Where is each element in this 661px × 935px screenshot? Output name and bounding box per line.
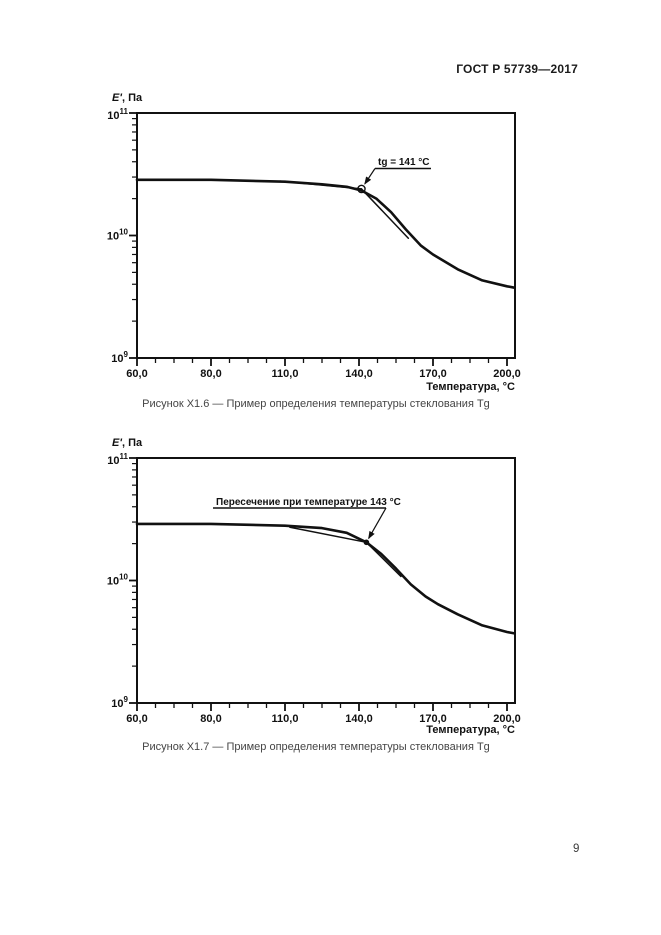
x-tick-label: 60,0 bbox=[126, 368, 147, 380]
x-axis-ticks: 60,0 80,0 110,0 140,0 170,0 200,0 bbox=[126, 358, 521, 380]
y-tick-label: 1010 bbox=[107, 573, 129, 588]
x-axis-ticks: 60,0 80,0 110,0 140,0 170,0 200,0 bbox=[126, 703, 521, 725]
x-axis-title: Температура, °С bbox=[426, 381, 515, 393]
tg-annotation-text: Пересечение при температуре 143 °С bbox=[216, 497, 401, 508]
x-tick-label: 170,0 bbox=[419, 368, 447, 380]
tg-annotation-text: tg = 141 °С bbox=[378, 157, 430, 168]
annotation-leader-arrow bbox=[364, 168, 376, 185]
y-tick-label: 1011 bbox=[107, 107, 128, 122]
document-header: ГОСТ Р 57739—2017 bbox=[456, 62, 578, 76]
figure-chart-2: 60,0 80,0 110,0 140,0 170,0 200,0 1011 1010 109 E… bbox=[107, 437, 521, 736]
y-tick-label: 1011 bbox=[107, 452, 128, 467]
figure-chart-1: 60,0 80,0 110,0 140,0 170,0 200,0 1011 1010 109 E… bbox=[107, 92, 521, 393]
x-tick-label: 60,0 bbox=[126, 713, 147, 725]
storage-modulus-curve bbox=[135, 178, 516, 290]
x-tick-label: 170,0 bbox=[419, 713, 447, 725]
y-axis-ticks: 1011 1010 109 bbox=[107, 107, 137, 365]
tg-intersection-marker bbox=[357, 184, 366, 194]
x-tick-label: 80,0 bbox=[200, 713, 221, 725]
x-tick-label: 110,0 bbox=[272, 713, 299, 725]
x-tick-label: 110,0 bbox=[272, 368, 299, 380]
x-tick-label: 200,0 bbox=[493, 368, 521, 380]
y-tick-label: 1010 bbox=[107, 228, 129, 243]
tangent-line bbox=[360, 188, 410, 239]
figure-x1-6-caption: Рисунок Х1.6 — Пример определения темпер… bbox=[142, 398, 490, 410]
storage-modulus-curve bbox=[135, 522, 516, 635]
annotation-leader-arrow bbox=[368, 507, 387, 540]
x-axis-title: Температура, °С bbox=[426, 724, 515, 736]
y-axis-ticks: 1011 1010 109 bbox=[107, 452, 137, 710]
y-axis-title: E', Па bbox=[112, 437, 143, 449]
x-tick-label: 140,0 bbox=[345, 368, 373, 380]
plot-border bbox=[136, 457, 516, 704]
y-tick-label: 109 bbox=[111, 695, 128, 710]
x-tick-label: 200,0 bbox=[493, 713, 521, 725]
y-axis-title: E', Па bbox=[112, 92, 143, 104]
figure-x1-7-caption: Рисунок Х1.7 — Пример определения темпер… bbox=[142, 741, 490, 753]
tangent-line bbox=[289, 526, 368, 544]
y-tick-label: 109 bbox=[111, 350, 128, 365]
page-number: 9 bbox=[573, 843, 580, 855]
plot-border bbox=[136, 112, 516, 359]
x-tick-label: 80,0 bbox=[200, 368, 221, 380]
tg-intersection-marker bbox=[363, 539, 370, 546]
x-tick-label: 140,0 bbox=[345, 713, 373, 725]
